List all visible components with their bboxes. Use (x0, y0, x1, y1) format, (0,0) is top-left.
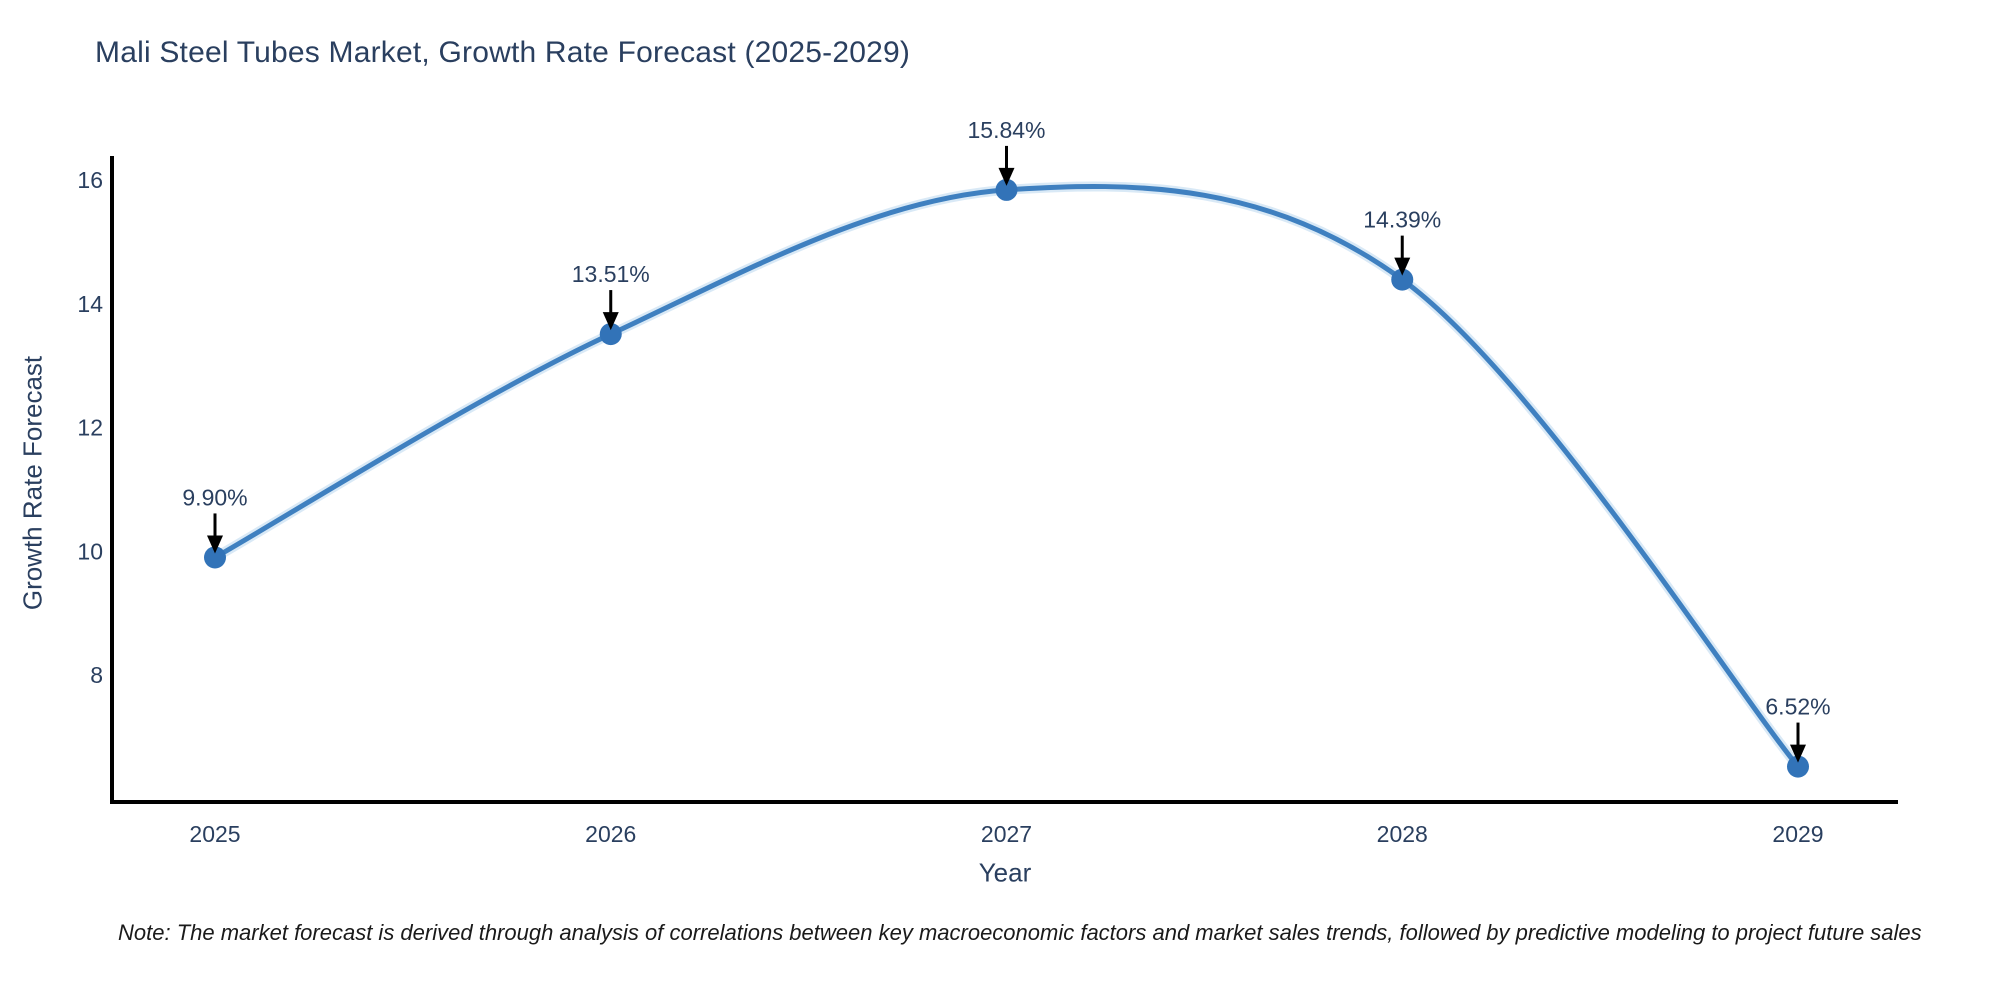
x-axis-title: Year (978, 857, 1032, 888)
data-point-marker[interactable] (599, 323, 622, 346)
annotation-arrow-head-icon (1394, 257, 1411, 276)
chart-title: Mali Steel Tubes Market, Growth Rate For… (95, 36, 911, 69)
data-point-label: 15.84% (967, 117, 1045, 143)
y-tick-label: 14 (77, 291, 103, 317)
x-tick-label: 2027 (981, 821, 1032, 847)
data-point-marker[interactable] (995, 178, 1018, 201)
x-tick-label: 2025 (189, 821, 240, 847)
methodology-note: Note: The market forecast is derived thr… (118, 920, 1922, 945)
y-tick-label: 10 (77, 538, 103, 564)
y-axis-title: Growth Rate Forecast (17, 355, 48, 611)
annotation-arrow-head-icon (207, 535, 223, 554)
data-point-label: 6.52% (1765, 694, 1830, 720)
x-tick-label: 2028 (1377, 821, 1428, 847)
forecast-line-halo (212, 181, 1802, 770)
annotation-arrow-head-icon (602, 312, 619, 331)
data-point-label: 14.39% (1363, 207, 1441, 233)
data-point-marker[interactable] (204, 546, 226, 569)
annotation-arrow-head-icon (998, 167, 1015, 186)
x-tick-label: 2029 (1772, 821, 1823, 847)
annotation-arrow-head-icon (1790, 744, 1806, 763)
y-tick-label: 8 (90, 662, 103, 688)
data-point-label: 9.90% (182, 484, 247, 510)
data-point-marker[interactable] (1787, 755, 1809, 778)
x-tick-label: 2026 (585, 821, 636, 847)
data-point-label: 13.51% (572, 261, 650, 287)
data-point-marker[interactable] (1391, 268, 1414, 291)
forecast-line (212, 184, 1801, 770)
y-tick-label: 12 (77, 415, 103, 441)
y-tick-label: 16 (77, 167, 103, 193)
